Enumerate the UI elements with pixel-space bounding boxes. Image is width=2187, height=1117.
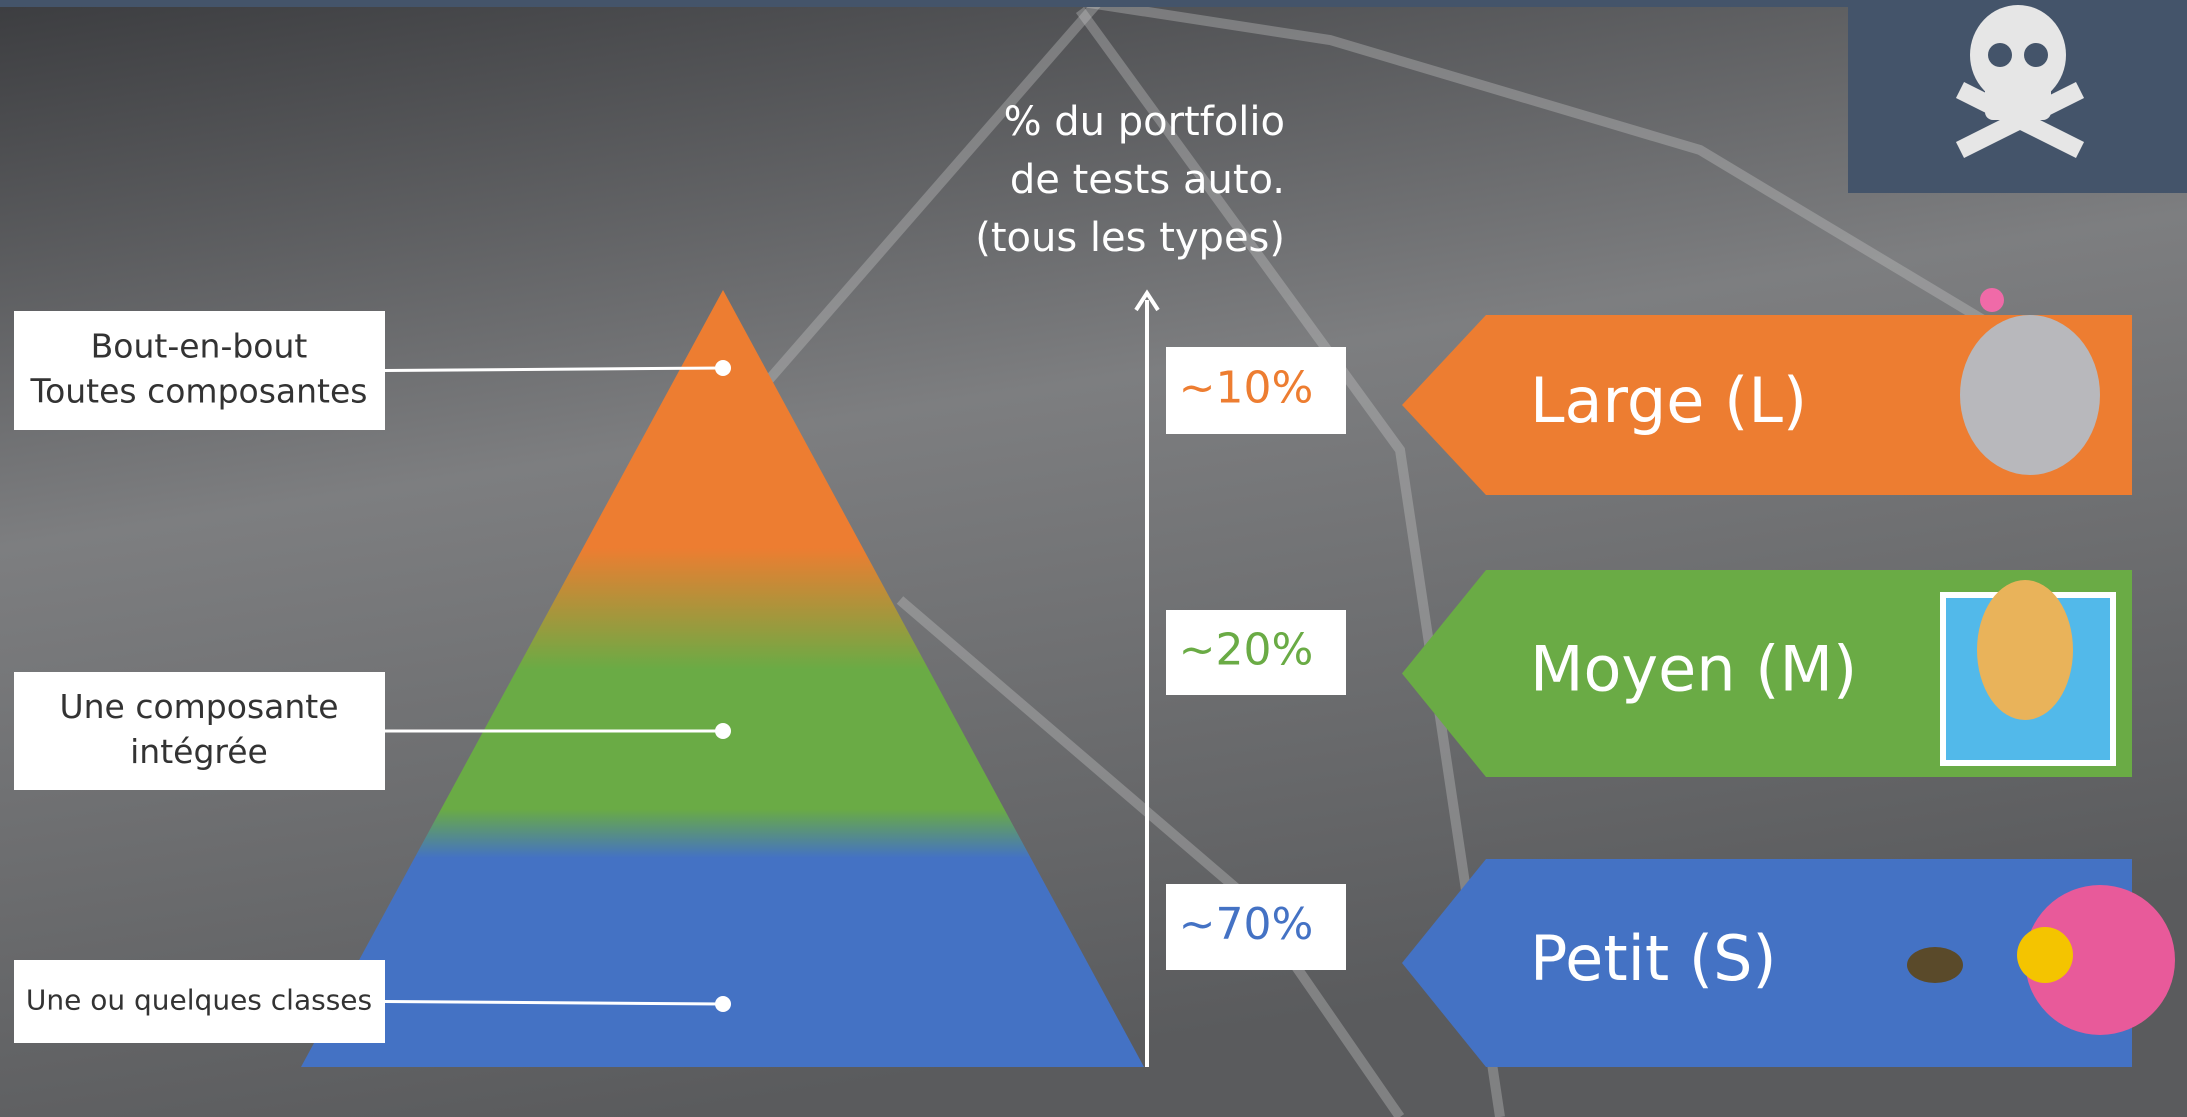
size-text: Large (L) <box>1530 364 1807 437</box>
connector-dot <box>715 723 731 739</box>
description-text: Toutes composantes <box>30 372 368 411</box>
share-text: ~70% <box>1179 899 1314 950</box>
size-text: Moyen (M) <box>1530 633 1857 706</box>
share-text: ~20% <box>1179 625 1314 676</box>
description-text: intégrée <box>130 732 268 771</box>
elephant-flower <box>1980 288 2004 312</box>
description-text: Bout-en-bout <box>91 327 308 366</box>
elephant-icon <box>1960 315 2100 475</box>
connector-dot <box>715 360 731 376</box>
axis-label: (tous les types) <box>975 215 1285 261</box>
slide: % du portfolio de tests auto. (tous les ty… <box>0 0 2187 1117</box>
description-text: Une ou quelques classes <box>26 984 372 1017</box>
top-bar <box>0 0 1848 7</box>
axis-label: % du portfolio <box>1004 99 1285 145</box>
size-text: Petit (S) <box>1530 922 1777 995</box>
axis-label: de tests auto. <box>1010 157 1285 203</box>
dog-icon <box>1977 580 2073 720</box>
connector-dot <box>715 996 731 1012</box>
description-text: Une composante <box>59 687 338 726</box>
flower-center <box>2017 927 2073 983</box>
share-text: ~10% <box>1179 363 1314 414</box>
bird-icon <box>1907 947 1963 983</box>
page: % du portfolio de tests auto. (tous les ty… <box>0 0 2187 1117</box>
